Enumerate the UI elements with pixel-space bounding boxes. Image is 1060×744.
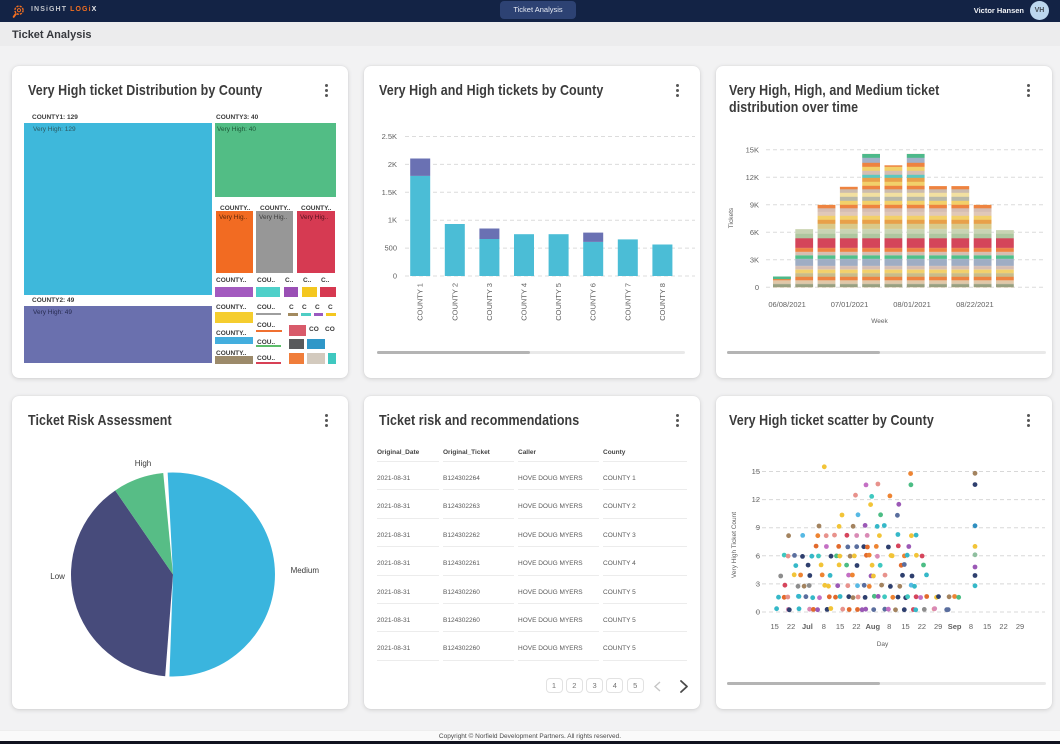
svg-text:500: 500 (384, 244, 397, 253)
svg-text:Day: Day (877, 641, 889, 648)
svg-text:3: 3 (756, 579, 760, 588)
svg-text:Sep: Sep (948, 622, 962, 631)
svg-text:Tickets: Tickets (728, 207, 735, 228)
svg-text:15: 15 (836, 622, 844, 631)
svg-text:22: 22 (787, 622, 795, 631)
svg-text:1K: 1K (388, 216, 397, 225)
svg-text:COUNTY 7: COUNTY 7 (623, 283, 632, 321)
svg-text:High: High (135, 459, 151, 468)
svg-text:29: 29 (1016, 622, 1024, 631)
svg-text:9: 9 (756, 523, 760, 532)
svg-text:2.5K: 2.5K (382, 132, 397, 141)
svg-text:Jul: Jul (802, 622, 813, 631)
svg-text:0: 0 (393, 272, 397, 281)
svg-text:COUNTY 3: COUNTY 3 (485, 283, 494, 321)
svg-text:15: 15 (771, 622, 779, 631)
svg-text:COUNTY 6: COUNTY 6 (589, 283, 598, 321)
svg-text:Week: Week (871, 318, 888, 325)
svg-text:08/22/2021: 08/22/2021 (956, 300, 994, 309)
svg-text:12: 12 (752, 495, 760, 504)
svg-text:29: 29 (934, 622, 942, 631)
svg-text:22: 22 (999, 622, 1007, 631)
svg-text:06/08/2021: 06/08/2021 (768, 300, 806, 309)
svg-text:22: 22 (918, 622, 926, 631)
svg-text:2K: 2K (388, 160, 397, 169)
svg-text:3K: 3K (750, 255, 759, 264)
svg-text:1.5K: 1.5K (382, 188, 397, 197)
svg-text:6: 6 (756, 551, 760, 560)
svg-text:8: 8 (822, 622, 826, 631)
svg-text:22: 22 (852, 622, 860, 631)
svg-text:15: 15 (752, 467, 760, 476)
svg-text:COUNTY 5: COUNTY 5 (554, 283, 563, 321)
svg-text:COUNTY 2: COUNTY 2 (450, 283, 459, 321)
svg-text:15K: 15K (746, 145, 759, 154)
svg-text:Low: Low (50, 572, 65, 581)
svg-text:Very High Ticket Count: Very High Ticket Count (731, 512, 738, 578)
svg-text:COUNTY 8: COUNTY 8 (658, 283, 667, 321)
svg-text:15: 15 (901, 622, 909, 631)
svg-text:6K: 6K (750, 228, 759, 237)
svg-text:COUNTY 1: COUNTY 1 (416, 283, 425, 321)
svg-text:8: 8 (887, 622, 891, 631)
svg-text:15: 15 (983, 622, 991, 631)
svg-text:0: 0 (755, 283, 759, 292)
svg-text:12K: 12K (746, 173, 759, 182)
svg-text:Medium: Medium (291, 566, 320, 575)
svg-text:08/01/2021: 08/01/2021 (893, 300, 931, 309)
svg-text:Aug: Aug (866, 622, 881, 631)
svg-text:8: 8 (969, 622, 973, 631)
svg-text:COUNTY 4: COUNTY 4 (520, 283, 529, 321)
svg-text:0: 0 (756, 608, 760, 617)
svg-text:9K: 9K (750, 200, 759, 209)
svg-text:07/01/2021: 07/01/2021 (831, 300, 869, 309)
